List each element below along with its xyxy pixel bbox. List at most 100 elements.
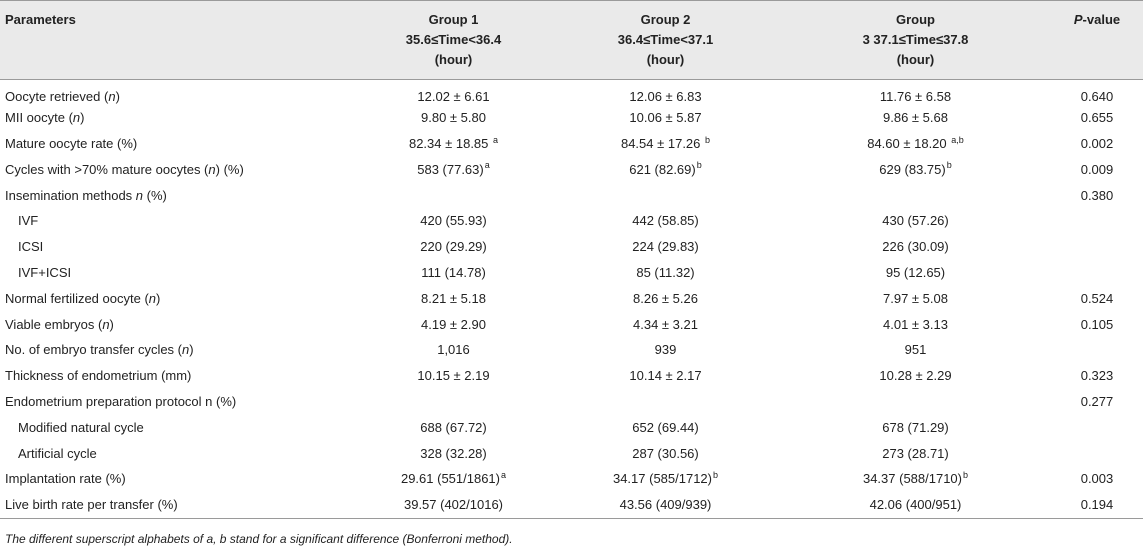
row-g3-value: 10.28 ± 2.29 [780,363,1051,389]
header-row: Parameters Group 1 35.6≤Time<36.4 (hour)… [0,0,1143,80]
row-pvalue: 0.009 [1080,161,1114,177]
row-g3-text: 4.01 ± 3.13 [883,316,948,332]
row-g3-value: 430 (57.26) [780,208,1051,234]
header-group3: Group 3 37.1≤Time≤37.8 (hour) [780,1,1051,80]
row-g2-text: 287 (30.56) [632,445,699,461]
row-parameter: Endometrium preparation protocol n (%) [0,389,356,415]
row-parameter-label: Modified natural cycle [18,419,144,435]
row-parameter-n: n [148,290,157,306]
row-g1-value: 328 (32.28) [356,441,551,467]
row-g1-value: 420 (55.93) [356,208,551,234]
row-g2-text: 652 (69.44) [632,419,699,435]
row-parameter-suffix: ) [156,290,161,306]
row-pvalue: 0.380 [1080,187,1114,203]
row-parameter-label: ICSI [18,239,44,255]
row-parameter: MII oocyte (n) [0,105,356,131]
row-g2-value: 442 (58.85) [551,208,780,234]
row-pvalue [1051,260,1143,286]
table-row: Viable embryos (n) 4.19 ± 2.90 4.34 ± 3.21… [0,312,1143,338]
row-parameter-label: Oocyte retrieved ( [5,88,109,104]
row-g1-text: 1,016 [437,342,470,358]
header-group3-line1: Group [896,12,935,27]
table-footnote: The different superscript alphabets of a… [5,531,513,546]
row-parameter-label: Insemination methods [5,187,136,203]
row-parameter-label: Endometrium preparation protocol n (%) [5,393,237,409]
row-g1-text: 688 (67.72) [420,419,487,435]
row-pvalue [1051,208,1143,234]
row-g2-value: 4.34 ± 3.21 [551,312,780,338]
table-row: Oocyte retrieved (n) 12.02 ± 6.61 12.06 ± … [0,80,1143,106]
row-g2-text: 442 (58.85) [632,213,699,229]
row-parameter-label: Mature oocyte rate (%) [5,135,138,151]
row-parameter-label: Normal fertilized oocyte ( [5,290,149,306]
row-g1-value: 39.57 (402/1016) [356,492,551,518]
row-g3-value [780,389,1051,415]
row-g1-text: 82.34 ± 18.85 [408,135,493,151]
row-parameter: Insemination methods n (%) [0,183,356,209]
table-row: IVF 420 (55.93) 442 (58.85) 430 (57.26) [0,208,1143,234]
row-g1-value: 1,016 [356,337,551,363]
row-g1-value [356,183,551,209]
row-parameter: Cycles with >70% mature oocytes (n) (%) [0,157,356,183]
header-group3-line2: 3 37.1≤Time≤37.8 [862,32,969,47]
row-g1-value: 8.21 ± 5.18 [356,286,551,312]
row-parameter: Thickness of endometrium (mm) [0,363,356,389]
row-g2-value: 939 [551,337,780,363]
row-parameter-n: n [108,88,116,104]
row-g2-text: 4.34 ± 3.21 [633,316,698,332]
row-g2-value: 12.06 ± 6.83 [551,80,780,106]
row-parameter-suffix: ) [80,110,85,126]
table-row: Implantation rate (%) 29.61 (551/1861)a 34… [0,466,1143,492]
table-row: MII oocyte (n) 9.80 ± 5.80 10.06 ± 5.87 9.8… [0,105,1143,131]
row-g2-value [551,183,780,209]
row-parameter-n: n [135,187,144,203]
table-row: Endometrium preparation protocol n (%) 0.… [0,389,1143,415]
row-g3-text: 226 (30.09) [882,239,949,255]
row-g3-value: 95 (12.65) [780,260,1051,286]
row-parameter-suffix: ) [109,316,114,332]
row-g3-text: 95 (12.65) [885,264,946,280]
row-parameter-label: Viable embryos ( [5,316,103,332]
row-g3-text: 430 (57.26) [882,213,949,229]
results-table: Parameters Group 1 35.6≤Time<36.4 (hour)… [0,0,1143,519]
table-row: Modified natural cycle 688 (67.72) 652 (69… [0,415,1143,441]
row-g3-text: 42.06 (400/951) [869,496,962,512]
row-g2-text: 34.17 (585/1712) [612,471,712,487]
header-group1: Group 1 35.6≤Time<36.4 (hour) [356,1,551,80]
row-g2-text: 621 (82.69) [629,161,696,177]
row-parameter: Modified natural cycle [0,415,356,441]
row-g2-text: 12.06 ± 6.83 [629,88,702,104]
row-parameter-label: IVF [18,213,39,229]
header-group2: Group 2 36.4≤Time<37.1 (hour) [551,1,780,80]
row-parameter-suffix: ) [115,88,120,104]
table-row: Cycles with >70% mature oocytes (n) (%) 5… [0,157,1143,183]
row-g3-value: 11.76 ± 6.58 [780,80,1051,106]
row-g1-text: 39.57 (402/1016) [403,496,504,512]
row-g3-superscript: a,b [951,134,964,145]
row-g3-text: 7.97 ± 5.08 [883,290,948,306]
row-g2-value: 10.06 ± 5.87 [551,105,780,131]
row-parameter: Viable embryos (n) [0,312,356,338]
row-g1-value: 10.15 ± 2.19 [356,363,551,389]
row-g3-value: 34.37 (588/1710)b [780,466,1051,492]
row-g2-text: 43.56 (409/939) [619,496,712,512]
row-g3-text: 9.86 ± 5.68 [883,110,948,126]
row-parameter: Live birth rate per transfer (%) [0,492,356,518]
header-parameters: Parameters [5,12,76,27]
row-g1-superscript: a [501,470,507,481]
row-g1-text: 9.80 ± 5.80 [421,110,486,126]
row-g2-text: 939 [654,342,677,358]
row-pvalue [1051,234,1143,260]
table-row: Insemination methods n (%) 0.380 [0,183,1143,209]
row-parameter-label: MII oocyte ( [5,110,73,126]
row-g1-text: 583 (77.63) [417,161,484,177]
row-parameter-label: No. of embryo transfer cycles ( [5,342,182,358]
header-group3-line3: (hour) [896,52,935,67]
row-g3-value: 7.97 ± 5.08 [780,286,1051,312]
row-g3-text: 951 [904,342,927,358]
table-row: Mature oocyte rate (%) 82.34 ± 18.85 a 84.… [0,131,1143,157]
table-row: IVF+ICSI 111 (14.78) 85 (11.32) 95 (12.65) [0,260,1143,286]
row-g1-value: 12.02 ± 6.61 [356,80,551,106]
table-body: Oocyte retrieved (n) 12.02 ± 6.61 12.06 ± … [0,80,1143,519]
row-g3-value: 9.86 ± 5.68 [780,105,1051,131]
